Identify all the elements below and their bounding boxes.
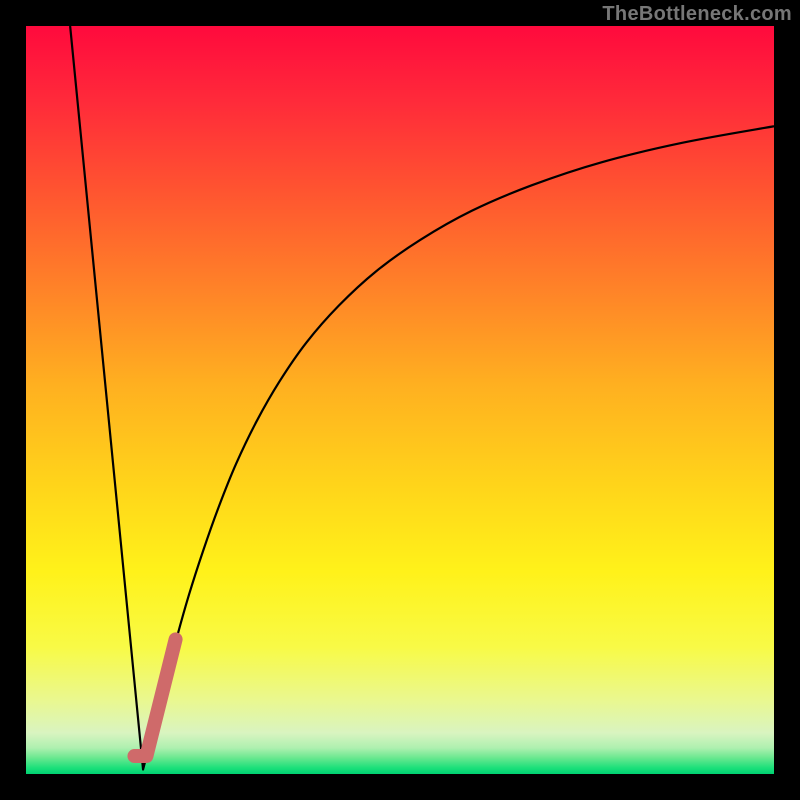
- page-root: TheBottleneck.com: [0, 0, 800, 800]
- chart-svg: [0, 0, 800, 800]
- plot-background: [26, 26, 774, 774]
- watermark-text: TheBottleneck.com: [602, 3, 792, 26]
